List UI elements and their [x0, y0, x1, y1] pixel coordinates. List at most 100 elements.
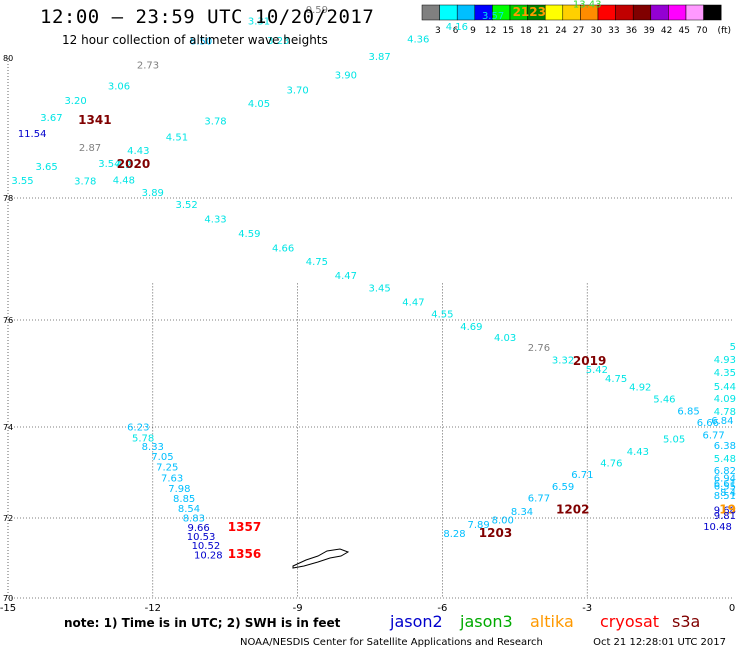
wave-height-label: 4.2	[116, 160, 132, 171]
footer: note: 1) Time is in UTC; 2) SWH is in fe…	[64, 612, 726, 648]
x-tick-label: 0	[729, 603, 735, 614]
wave-height-label: 3.87	[369, 52, 391, 63]
x-tick-label: -9	[293, 603, 303, 614]
wave-height-label: 6.61	[714, 479, 736, 490]
color-scale-unit: (ft)	[717, 26, 731, 36]
wave-height-label: 8.51	[714, 491, 736, 502]
wave-height-label: 8.28	[443, 529, 465, 540]
wave-height-label: 6.38	[714, 441, 736, 452]
wave-height-label: 4.76	[600, 459, 622, 470]
wave-height-label: 7.63	[161, 474, 183, 485]
wave-height-label: 10.28	[194, 550, 223, 561]
wave-height-label: 10.52	[192, 541, 221, 552]
color-scale-label: 15	[503, 26, 514, 36]
wave-height-label: 6.82	[714, 466, 736, 477]
wave-height-label: 4.55	[431, 310, 453, 321]
x-tick-label: -15	[0, 603, 16, 614]
footer-credit: NOAA/NESDIS Center for Satellite Applica…	[240, 637, 543, 648]
wave-height-label: 3.06	[108, 82, 130, 93]
wave-height-label: 3.31	[248, 16, 270, 27]
x-tick-label: -6	[437, 603, 447, 614]
wave-height-label: 3.45	[369, 283, 391, 294]
wave-height-label: 4.33	[204, 214, 226, 225]
time-label: 2020	[117, 157, 150, 171]
color-scale-label: 24	[555, 26, 567, 36]
y-tick-label: 70	[3, 594, 13, 603]
wave-height-label: 6.59	[552, 482, 574, 493]
wave-height-label: 4.43	[127, 146, 149, 157]
wave-height-label: 7.89	[467, 520, 489, 531]
wave-height-label: 2.76	[528, 343, 550, 354]
wave-height-label: 4.92	[629, 383, 651, 394]
wave-height-label: 2.73	[137, 61, 159, 72]
color-scale-label: 70	[696, 26, 708, 36]
wave-height-label: 8.00	[492, 516, 514, 527]
time-label: 1356	[228, 547, 261, 561]
wave-height-label: 4.43	[627, 447, 649, 458]
time-label: 19	[719, 502, 736, 516]
footer-note: note: 1) Time is in UTC; 2) SWH is in fe…	[64, 616, 341, 630]
time-label: 1341	[78, 113, 111, 127]
wave-height-label: 4.59	[238, 229, 260, 240]
color-scale-swatch	[668, 4, 687, 21]
color-scale-swatch	[544, 4, 564, 21]
wave-height-label: 4.93	[714, 355, 736, 366]
wave-height-label: 4.51	[166, 133, 188, 144]
wave-height-label: 4.47	[335, 271, 357, 282]
wave-height-label: 3.90	[335, 70, 357, 81]
wave-height-label: 4.09	[714, 394, 736, 405]
wave-height-label: 8.34	[511, 507, 533, 518]
color-scale-label: 30	[591, 26, 603, 36]
wave-height-label: 5.42	[586, 365, 608, 376]
wave-height-label: 3.78	[74, 177, 96, 188]
wave-height-label: 6.77	[702, 430, 724, 441]
wave-height-label: 4.05	[248, 99, 270, 110]
color-scale-label: 18	[520, 26, 532, 36]
color-scale-label: 39	[643, 26, 655, 36]
color-scale-swatch	[615, 4, 634, 21]
wave-height-label: 8.50	[190, 37, 212, 48]
wave-height-label: 3.32	[552, 355, 574, 366]
wave-height-label: 10.53	[187, 532, 216, 543]
wave-height-label: 9.68	[714, 505, 736, 516]
footer-generated-time: Oct 21 12:28:01 UTC 2017	[593, 637, 726, 648]
wave-height-label: 5	[730, 342, 736, 353]
wave-height-label: 8.4	[720, 488, 736, 499]
wave-height-label: 6.85	[677, 407, 699, 418]
wave-height-label: 4.36	[407, 35, 429, 46]
color-scale-label: 36	[626, 26, 638, 36]
wave-height-label: 4.47	[402, 297, 424, 308]
island-outline-shape	[292, 548, 350, 569]
color-scale-label: 33	[608, 26, 619, 36]
wave-height-label: 3.65	[35, 162, 57, 173]
wave-height-label: 5.48	[714, 454, 736, 465]
wave-height-label: 2.26	[354, 0, 376, 1]
x-tick-label: -3	[582, 603, 592, 614]
wave-height-label: 3.55	[11, 176, 33, 187]
wave-height-label: 2.87	[79, 143, 101, 154]
wave-height-label: 4.03	[494, 333, 516, 344]
color-scale-swatch	[456, 4, 476, 21]
wave-height-label: 4.35	[714, 368, 736, 379]
wave-height-label: 8.54	[178, 504, 200, 515]
color-scale-swatch	[650, 4, 669, 21]
legend-item-altika: altika	[530, 612, 574, 631]
wave-height-label: 4.69	[460, 322, 482, 333]
wave-height-label: 6.94	[714, 474, 736, 485]
wave-height-label: 3.78	[204, 117, 226, 128]
wave-height-label: 3.54	[98, 159, 120, 170]
wave-height-label: 6.66	[697, 418, 719, 429]
wave-height-label: 4.75	[605, 374, 627, 385]
color-scale-label: 3	[435, 26, 441, 36]
color-scale-label: 21	[538, 26, 549, 36]
time-label: 1202	[556, 502, 589, 516]
wave-height-label: 5.78	[132, 434, 154, 445]
wave-height-label: 6.84	[711, 416, 733, 427]
wave-height-label: 3.67	[40, 113, 62, 124]
color-scale-swatch	[439, 4, 458, 21]
wave-height-label: 7.25	[156, 463, 178, 474]
color-scale-label: 12	[485, 26, 496, 36]
wave-height-label: 3.57	[482, 11, 504, 22]
legend-item-cryosat: cryosat	[600, 612, 659, 631]
wave-height-labels: 11.54 3.673.20 1341 3.06 2.73 8.50 3.31 3.23 0.5…	[11, 0, 736, 561]
